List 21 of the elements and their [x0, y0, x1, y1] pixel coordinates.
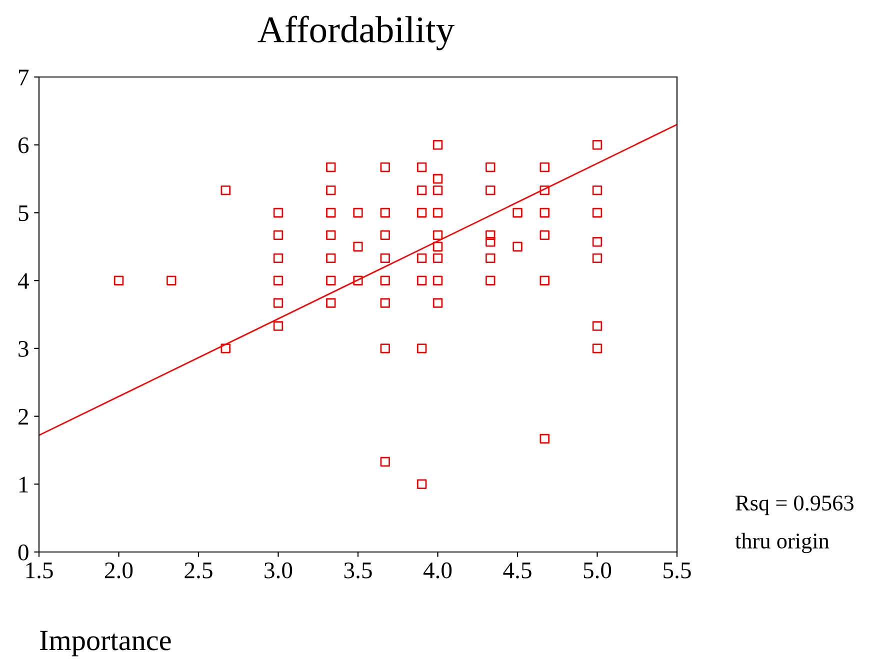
text: thru origin — [735, 532, 830, 554]
y-tick-label: 4 — [18, 273, 29, 289]
x-axis-title: Importance — [40, 630, 171, 656]
y-tick-label: 7 — [19, 70, 29, 86]
x-tick-label: 3.0 — [264, 562, 292, 578]
x-tick-label: 5.0 — [584, 562, 612, 578]
y-tick-label: 5 — [18, 205, 28, 222]
x-tick-label: 2.5 — [184, 562, 212, 578]
y-tick-label: 6 — [18, 137, 29, 154]
chart-title: Affordability — [258, 16, 454, 50]
x-tick-label: 4.5 — [503, 562, 532, 578]
text: Rsq = 0.9563 — [736, 496, 854, 516]
y-tick-label: 3 — [18, 340, 28, 357]
x-tick-label: 5.5 — [664, 562, 691, 578]
y-tick-label: 0 — [18, 544, 28, 560]
x-tick-label: 2.0 — [105, 562, 133, 578]
y-tick-label: 1 — [20, 476, 28, 492]
x-tick-label: 1.5 — [26, 562, 53, 578]
x-tick-label: 4.0 — [423, 562, 452, 578]
y-tick-label: 2 — [18, 408, 28, 424]
x-tick-label: 3.5 — [344, 562, 372, 578]
